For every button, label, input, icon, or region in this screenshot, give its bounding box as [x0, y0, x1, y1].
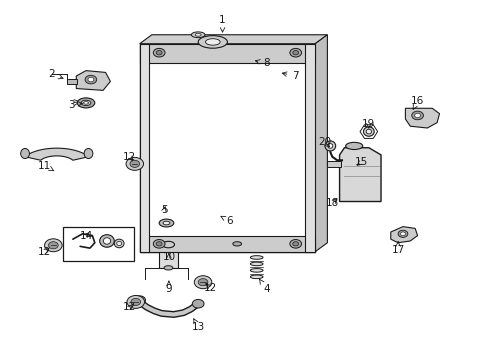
Ellipse shape — [77, 98, 95, 108]
Ellipse shape — [103, 238, 110, 244]
Text: 15: 15 — [354, 157, 367, 167]
Ellipse shape — [232, 242, 241, 246]
Circle shape — [127, 296, 144, 309]
Ellipse shape — [205, 39, 220, 45]
Ellipse shape — [345, 142, 362, 149]
Circle shape — [153, 48, 164, 57]
Circle shape — [194, 276, 211, 289]
Circle shape — [292, 50, 298, 55]
Ellipse shape — [191, 32, 204, 38]
Bar — [63, 226, 134, 261]
Polygon shape — [315, 35, 327, 252]
Text: 12: 12 — [123, 302, 136, 312]
Circle shape — [153, 239, 164, 248]
Ellipse shape — [250, 256, 263, 259]
Ellipse shape — [195, 33, 201, 36]
Ellipse shape — [163, 221, 169, 225]
Ellipse shape — [117, 241, 122, 246]
Circle shape — [397, 230, 407, 237]
Ellipse shape — [84, 148, 93, 158]
Text: 2: 2 — [48, 69, 63, 79]
Text: 16: 16 — [410, 96, 424, 109]
Circle shape — [130, 160, 140, 167]
Text: 11: 11 — [38, 161, 54, 171]
Bar — [140, 44, 315, 63]
Ellipse shape — [327, 144, 332, 148]
Circle shape — [44, 239, 62, 252]
Polygon shape — [140, 35, 327, 44]
Text: 17: 17 — [391, 242, 404, 255]
Ellipse shape — [325, 141, 335, 151]
Polygon shape — [405, 108, 439, 128]
Circle shape — [48, 242, 58, 249]
Bar — [140, 44, 315, 252]
Text: 9: 9 — [165, 281, 172, 294]
Ellipse shape — [363, 127, 373, 136]
Bar — [159, 244, 177, 268]
Ellipse shape — [81, 100, 91, 105]
Text: 12: 12 — [38, 247, 51, 257]
Text: 10: 10 — [162, 252, 175, 262]
Ellipse shape — [162, 241, 174, 248]
Circle shape — [88, 77, 94, 82]
Text: 4: 4 — [259, 279, 269, 294]
Text: 14: 14 — [79, 231, 92, 240]
Ellipse shape — [198, 36, 227, 48]
Ellipse shape — [163, 266, 172, 270]
Bar — [327, 161, 340, 167]
Text: 1: 1 — [219, 15, 225, 32]
Text: 18: 18 — [325, 198, 338, 208]
Circle shape — [192, 300, 203, 308]
Bar — [305, 44, 315, 252]
Circle shape — [126, 157, 143, 170]
Bar — [140, 235, 315, 252]
Text: 7: 7 — [282, 71, 298, 81]
Ellipse shape — [250, 262, 263, 266]
Circle shape — [134, 296, 145, 305]
Circle shape — [292, 242, 298, 246]
Circle shape — [156, 242, 162, 246]
Circle shape — [85, 75, 97, 84]
Text: 5: 5 — [161, 206, 167, 216]
Polygon shape — [390, 226, 417, 243]
Ellipse shape — [20, 148, 29, 158]
Text: 19: 19 — [362, 120, 375, 129]
Ellipse shape — [250, 269, 263, 272]
Text: 20: 20 — [318, 138, 331, 147]
Text: 12: 12 — [123, 152, 136, 162]
Circle shape — [411, 111, 423, 120]
Bar — [66, 78, 77, 84]
Polygon shape — [25, 148, 88, 160]
Polygon shape — [76, 71, 110, 90]
Circle shape — [156, 50, 162, 55]
Polygon shape — [339, 148, 380, 202]
Bar — [140, 44, 149, 252]
Ellipse shape — [100, 235, 114, 247]
Ellipse shape — [83, 102, 88, 104]
Ellipse shape — [114, 239, 124, 248]
Circle shape — [289, 48, 301, 57]
Ellipse shape — [250, 275, 263, 279]
Circle shape — [198, 279, 207, 286]
Circle shape — [289, 239, 301, 248]
Circle shape — [414, 113, 420, 118]
Circle shape — [131, 298, 141, 306]
Text: 12: 12 — [203, 283, 217, 293]
Ellipse shape — [159, 219, 173, 227]
Text: 13: 13 — [191, 319, 204, 332]
Text: 8: 8 — [255, 58, 269, 68]
Ellipse shape — [366, 129, 371, 134]
Circle shape — [400, 232, 405, 235]
Text: 3: 3 — [68, 100, 82, 110]
Text: 6: 6 — [221, 216, 233, 226]
